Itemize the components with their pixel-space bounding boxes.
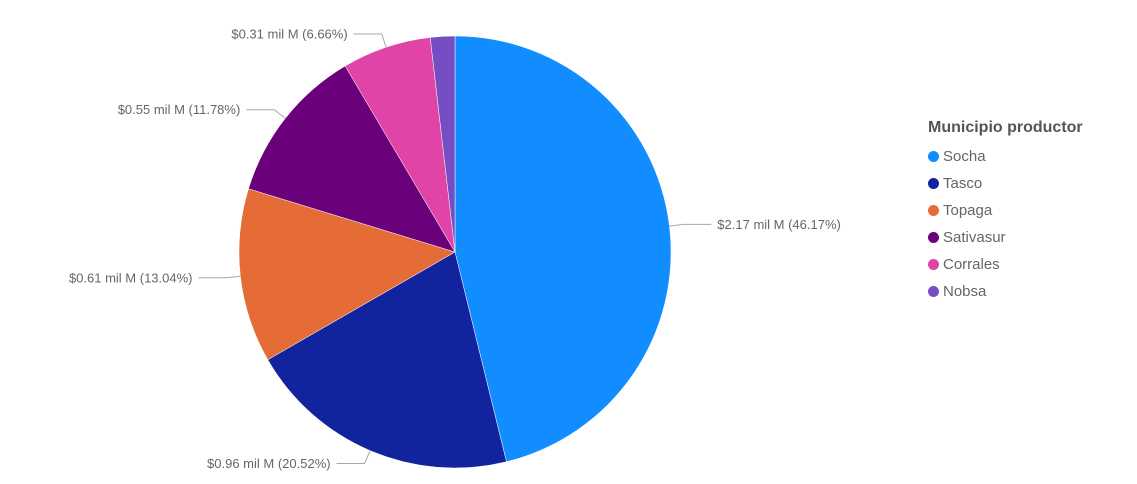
legend-label: Corrales — [943, 256, 1000, 273]
leader-line-sativasur — [246, 109, 286, 119]
data-label-corrales: $0.31 mil M (6.66%) — [231, 27, 347, 42]
legend-marker-icon — [928, 205, 939, 216]
leader-line-socha — [669, 223, 712, 227]
legend-label: Tasco — [943, 175, 983, 192]
data-label-topaga: $0.61 mil M (13.04%) — [69, 270, 193, 285]
legend-items: Socha Tasco Topaga Sativasur Corrales Nobsa — [928, 143, 1133, 305]
legend-item-corrales[interactable]: Corrales — [928, 251, 1133, 278]
legend-marker-icon — [928, 286, 939, 297]
legend: Municipio productor Socha Tasco Topaga Sati… — [928, 119, 1133, 305]
legend-label: Sativasur — [943, 229, 1006, 246]
legend-label: Topaga — [943, 202, 993, 219]
leader-line-tasco — [336, 450, 371, 464]
legend-item-socha[interactable]: Socha — [928, 143, 1133, 170]
data-label-sativasur: $0.55 mil M (11.78%) — [118, 102, 241, 117]
legend-marker-icon — [928, 259, 939, 270]
legend-marker-icon — [928, 151, 939, 162]
pie-slice-tasco[interactable] — [267, 251, 507, 469]
leader-line-topaga — [198, 275, 241, 279]
legend-marker-icon — [928, 178, 939, 189]
leader-line-corrales — [353, 33, 387, 48]
pie-slices — [238, 35, 672, 469]
legend-item-nobsa[interactable]: Nobsa — [928, 278, 1133, 305]
legend-item-sativasur[interactable]: Sativasur — [928, 224, 1133, 251]
legend-label: Nobsa — [943, 283, 987, 300]
legend-label: Socha — [943, 148, 986, 165]
legend-item-tasco[interactable]: Tasco — [928, 170, 1133, 197]
slice-labels: $2.17 mil M (46.17%) $0.96 mil M (20.52%)… — [69, 27, 841, 472]
pie-slice-topaga[interactable] — [238, 188, 456, 361]
pie-slice-nobsa[interactable] — [429, 35, 456, 253]
legend-marker-icon — [928, 232, 939, 243]
legend-title: Municipio productor — [928, 119, 1083, 136]
data-label-tasco: $0.96 mil M (20.52%) — [207, 456, 331, 471]
data-label-socha: $2.17 mil M (46.17%) — [717, 217, 841, 232]
leader-lines — [198, 33, 712, 464]
legend-item-topaga[interactable]: Topaga — [928, 197, 1133, 224]
pie-slice-sativasur[interactable] — [248, 65, 456, 253]
